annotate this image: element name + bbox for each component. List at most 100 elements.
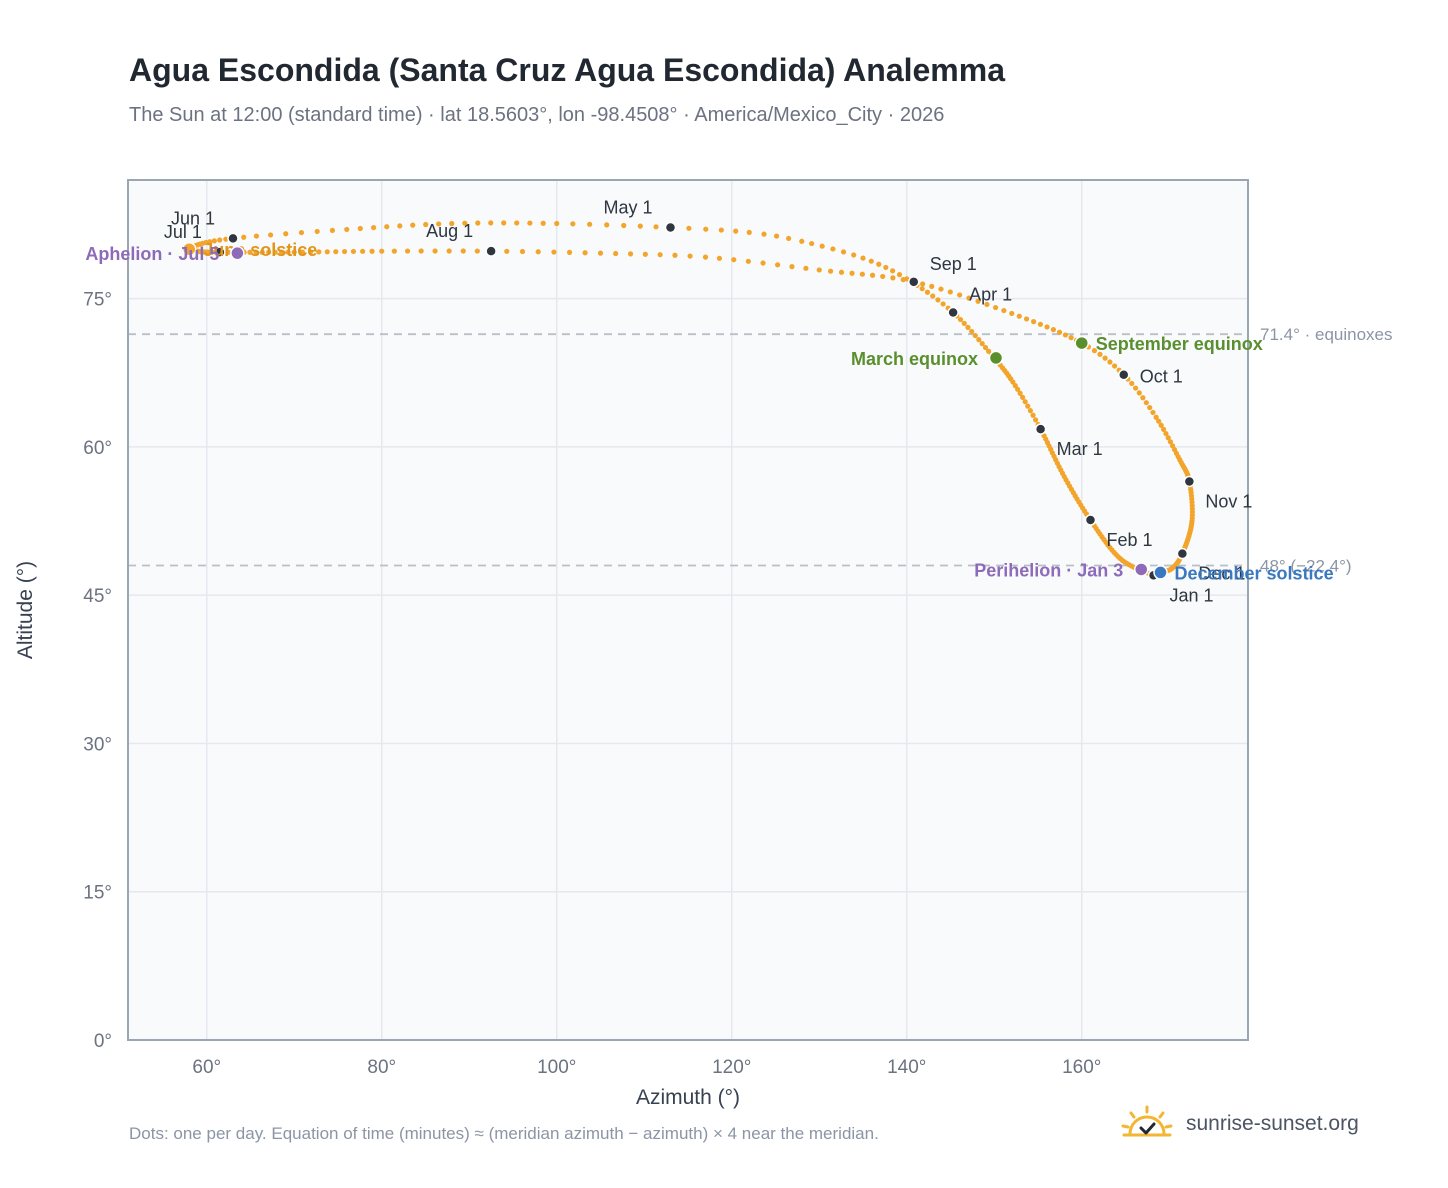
event-label: June solstice: [203, 240, 317, 260]
daily-dot: [285, 249, 291, 255]
daily-dot: [1031, 319, 1037, 325]
daily-dot: [1111, 363, 1118, 369]
daily-dot: [278, 249, 285, 255]
daily-dot: [849, 270, 855, 276]
event-marker: [1134, 562, 1149, 577]
tick-labels: 60° 80° 100° 120° 140° 160° 0° 15° 30° 45° 60° 75°: [83, 290, 1101, 1078]
daily-dot: [418, 248, 424, 254]
daily-dot: [975, 298, 981, 304]
daily-dot: [350, 248, 357, 255]
daily-dot: [519, 248, 526, 255]
daily-dot: [1132, 385, 1139, 391]
daily-dot: [966, 295, 972, 301]
daily-dot: [827, 268, 834, 274]
footer-note: Dots: one per day. Equation of time (min…: [129, 1124, 879, 1143]
daily-dot: [957, 292, 963, 298]
daily-dot: [474, 248, 480, 254]
reference-line-label: 48° (−22.4°): [1260, 557, 1352, 576]
daily-dot: [1001, 307, 1007, 314]
daily-dot: [868, 258, 874, 264]
sun-check-icon: [1121, 1105, 1173, 1137]
daily-dot: [718, 227, 724, 233]
daily-dot: [397, 223, 403, 229]
daily-dot: [1107, 359, 1113, 365]
x-tick-label: 140°: [887, 1057, 926, 1078]
daily-dot: [432, 248, 438, 254]
daily-dot: [324, 249, 330, 255]
event-label: Perihelion · Jan 3: [974, 560, 1123, 580]
daily-dot: [860, 255, 866, 261]
daily-dot: [924, 289, 931, 295]
daily-dot: [314, 228, 320, 235]
daily-dot: [587, 221, 593, 227]
daily-dot: [379, 248, 385, 254]
daily-dot: [209, 249, 215, 255]
daily-dot: [1016, 313, 1022, 319]
daily-dot: [1017, 390, 1023, 396]
daily-dot: [371, 224, 377, 231]
daily-dot: [449, 220, 455, 227]
daily-dot: [637, 223, 643, 229]
daily-dot: [1037, 321, 1044, 327]
daily-dot: [253, 249, 259, 255]
daily-dot: [992, 304, 999, 311]
brand-name[interactable]: sunrise-sunset.org: [1186, 1112, 1359, 1135]
daily-dot: [316, 249, 322, 255]
daily-dot: [627, 251, 634, 257]
brand[interactable]: sunrise-sunset.org: [1120, 1104, 1359, 1144]
daily-dot: [514, 220, 520, 226]
daily-dot: [1009, 310, 1015, 317]
daily-dot: [929, 283, 935, 289]
daily-dot: [225, 249, 231, 255]
month-marker: [1176, 547, 1189, 560]
daily-dot: [298, 229, 305, 236]
daily-dot: [540, 220, 546, 226]
daily-dot: [716, 255, 723, 261]
daily-dot: [935, 297, 941, 303]
daily-dot: [1015, 386, 1021, 392]
daily-dot: [223, 236, 229, 242]
daily-dot: [702, 254, 709, 260]
month-label: Jul 1: [164, 222, 202, 242]
daily-dot: [869, 272, 876, 278]
daily-dot: [384, 224, 390, 230]
daily-dot: [775, 262, 781, 268]
month-marker: [1183, 475, 1196, 488]
event-marker: [988, 350, 1004, 366]
y-tick-label: 15°: [83, 883, 112, 904]
daily-dot: [241, 234, 247, 240]
daily-dot: [900, 277, 906, 283]
daily-dot: [217, 237, 223, 243]
daily-dot: [360, 248, 366, 254]
daily-dot: [883, 264, 889, 271]
daily-dot: [460, 248, 466, 254]
daily-dot: [604, 222, 610, 228]
event-label: September equinox: [1096, 334, 1263, 354]
daily-dot: [423, 221, 429, 228]
daily-dot: [1044, 324, 1050, 330]
daily-dot: [979, 341, 985, 347]
daily-dot: [527, 220, 533, 226]
daily-dot: [501, 220, 507, 226]
daily-dot: [947, 289, 953, 295]
daily-dot: [653, 224, 659, 230]
daily-dot: [1091, 348, 1098, 354]
daily-dot: [1025, 403, 1031, 409]
y-axis-label: Altitude (°): [14, 561, 37, 659]
daily-dot: [570, 221, 576, 227]
daily-dot: [1050, 327, 1057, 333]
daily-dot: [259, 249, 265, 255]
daily-dot: [809, 240, 815, 247]
daily-dot: [859, 271, 865, 277]
y-tick-label: 60°: [83, 438, 112, 459]
chart-title: Agua Escondida (Santa Cruz Agua Escondid…: [129, 52, 1005, 88]
daily-dot: [566, 249, 573, 255]
daily-dot: [1156, 418, 1162, 424]
daily-dot: [462, 220, 468, 226]
x-tick-label: 60°: [192, 1057, 221, 1078]
daily-dot: [333, 249, 339, 255]
x-tick-label: 120°: [712, 1057, 751, 1078]
x-tick-label: 160°: [1062, 1057, 1101, 1078]
month-label: Dec 1: [1198, 564, 1245, 584]
